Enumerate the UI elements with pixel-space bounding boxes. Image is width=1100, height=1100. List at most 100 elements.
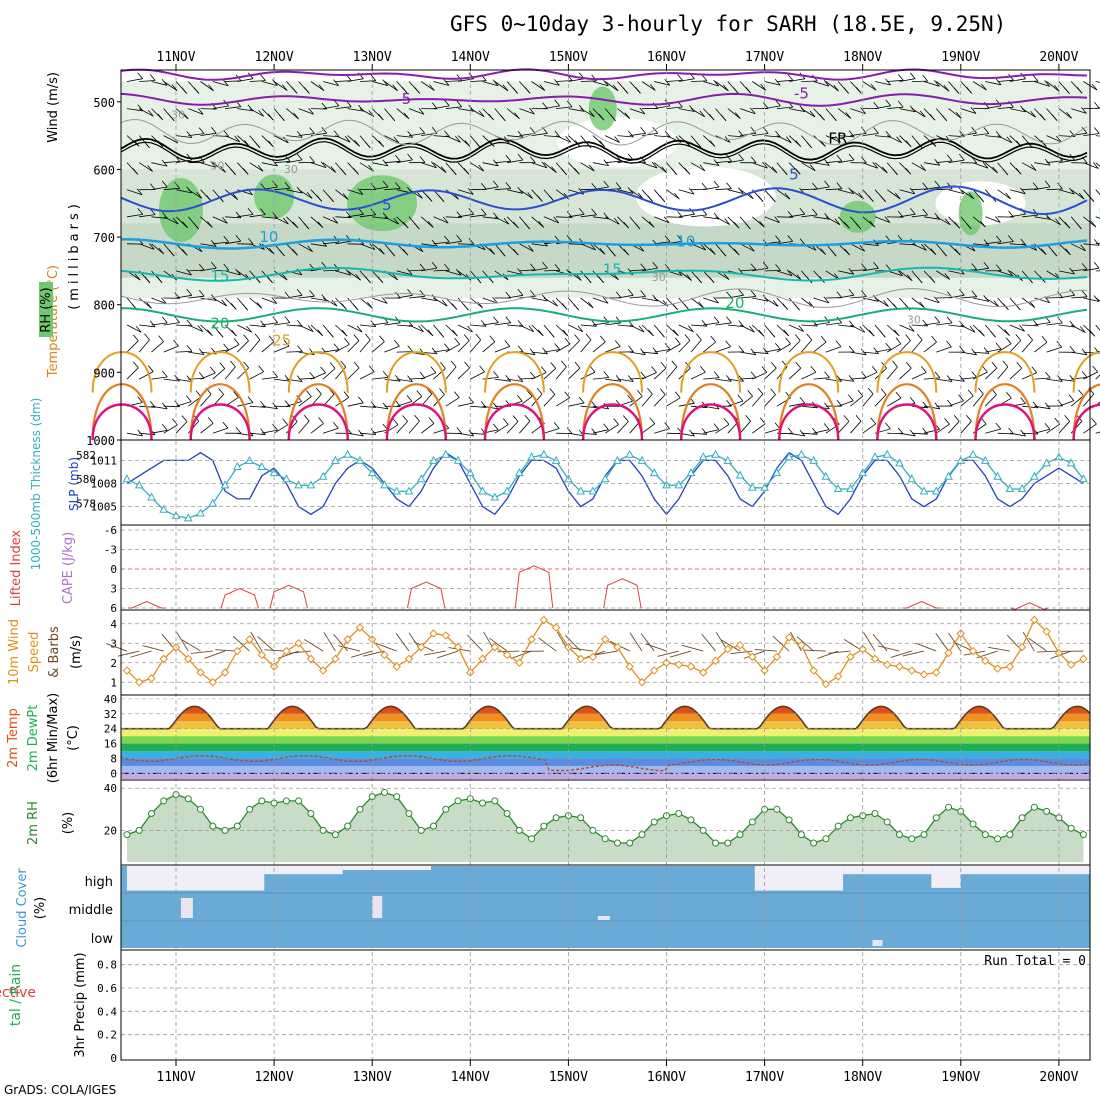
wind-barb-flag bbox=[895, 337, 902, 345]
wind-barb bbox=[543, 297, 558, 307]
wind10-barb bbox=[948, 632, 962, 652]
wind-barb-flag bbox=[566, 235, 573, 242]
wind-barb-flag bbox=[881, 166, 888, 174]
wind-barb bbox=[126, 214, 143, 218]
wind-barb bbox=[310, 162, 327, 168]
wind-barb bbox=[703, 377, 720, 380]
wind-barb bbox=[605, 346, 621, 353]
wind10-barb bbox=[538, 637, 557, 652]
contour-label: 5 bbox=[402, 90, 412, 108]
wind-barb bbox=[788, 367, 802, 380]
wind-barb-flag bbox=[258, 110, 264, 117]
wind-barb-flag bbox=[505, 154, 512, 162]
wind-barb-flag bbox=[318, 84, 325, 91]
wind-barb-flag bbox=[885, 342, 892, 350]
wind-barb-flag bbox=[512, 87, 519, 94]
wind-barb bbox=[1022, 324, 1039, 327]
wind-barb-flag bbox=[1005, 337, 1012, 344]
wind-barb bbox=[224, 135, 240, 143]
rh2m-point bbox=[479, 799, 487, 807]
wind-barb bbox=[850, 395, 864, 407]
contour-label: 10 bbox=[676, 233, 695, 251]
wind-barb-flag bbox=[677, 74, 683, 81]
rh2m-point bbox=[405, 810, 413, 818]
wind-barb-flag bbox=[762, 102, 769, 109]
wind-barb-flag bbox=[1055, 135, 1062, 143]
wind-barb-flag bbox=[318, 417, 324, 424]
wind-barb-flag bbox=[135, 326, 142, 333]
wind-barb-flag bbox=[733, 248, 740, 256]
thickness-point bbox=[306, 480, 316, 489]
wind-barb-flag bbox=[971, 290, 978, 297]
wind-barb-flag bbox=[615, 375, 622, 382]
wind-barb-flag bbox=[794, 167, 801, 175]
wind-barb-flag bbox=[946, 316, 953, 324]
wind-barb-flag bbox=[664, 422, 670, 429]
date-label-top: 15NOV bbox=[549, 50, 588, 65]
wind-barb bbox=[653, 394, 666, 407]
wind-barb-flag bbox=[283, 339, 290, 347]
rh2m-point bbox=[577, 814, 585, 822]
rh2m-point bbox=[123, 831, 131, 839]
wind-barb-flag bbox=[812, 182, 818, 190]
wind-barb-flag bbox=[701, 319, 708, 327]
wind-barb bbox=[531, 132, 548, 136]
wind-barb-flag bbox=[811, 208, 818, 216]
wind-barb-flag bbox=[622, 87, 629, 94]
wind-barb-flag bbox=[463, 303, 469, 311]
temp2m-band bbox=[121, 765, 1090, 774]
wind-barb-flag bbox=[450, 360, 457, 368]
wind-barb bbox=[470, 214, 487, 218]
wind-barb bbox=[801, 324, 818, 327]
wind-barb-flag bbox=[696, 333, 702, 341]
wind-barb-flag bbox=[1051, 114, 1058, 121]
wind-barb-flag bbox=[795, 361, 802, 369]
wind-barb bbox=[188, 108, 204, 115]
thickness-point bbox=[797, 449, 806, 458]
wind-barb bbox=[1058, 189, 1075, 195]
wind-barb-flag bbox=[843, 415, 850, 422]
rh2m-point bbox=[601, 835, 609, 843]
wind-barb-flag bbox=[296, 319, 303, 327]
wind-barb bbox=[960, 189, 975, 200]
wind-barb bbox=[298, 351, 315, 355]
wind-barb-flag bbox=[379, 335, 385, 342]
wind-barb-flag bbox=[885, 264, 892, 271]
wind10-point bbox=[282, 646, 291, 656]
wind-barb bbox=[555, 343, 571, 353]
wind-barb-flag bbox=[467, 325, 473, 333]
wind-barb bbox=[322, 368, 336, 380]
wind-barb-flag bbox=[235, 211, 242, 219]
wind-barb-flag bbox=[820, 335, 827, 343]
wind-barb bbox=[519, 324, 534, 333]
wind-barb-flag bbox=[953, 87, 960, 94]
wind-barb bbox=[494, 160, 511, 164]
thickness-point bbox=[1005, 483, 1015, 492]
wind-barb bbox=[556, 106, 573, 109]
wind-barb-flag bbox=[309, 289, 315, 297]
wind-barb-flag bbox=[291, 87, 298, 94]
wind-barb-flag bbox=[588, 164, 595, 172]
wind-barb bbox=[421, 372, 437, 380]
wind-barb-flag bbox=[587, 301, 594, 309]
wind-barb bbox=[1095, 431, 1100, 434]
wind-barb-flag bbox=[260, 74, 266, 81]
wind-barb bbox=[224, 366, 236, 380]
wind-barb bbox=[408, 189, 423, 199]
wind-barb bbox=[249, 80, 266, 82]
wind-barb-flag bbox=[171, 84, 178, 91]
wind-barb bbox=[789, 108, 805, 112]
wind-barb bbox=[310, 297, 327, 301]
wind-barb bbox=[139, 80, 156, 82]
wind-barb-flag bbox=[517, 320, 524, 327]
wind-barb-flag bbox=[529, 348, 536, 355]
rh2m-point bbox=[319, 826, 327, 834]
wind-barb-flag bbox=[774, 342, 781, 350]
wind-barb-flag bbox=[750, 127, 757, 134]
wind-barb bbox=[568, 432, 585, 437]
wind-barb bbox=[347, 432, 364, 437]
wind10-point bbox=[993, 664, 1002, 673]
wind-barb bbox=[519, 108, 535, 115]
wind-barb-flag bbox=[844, 221, 850, 229]
wind10-point bbox=[846, 652, 855, 662]
